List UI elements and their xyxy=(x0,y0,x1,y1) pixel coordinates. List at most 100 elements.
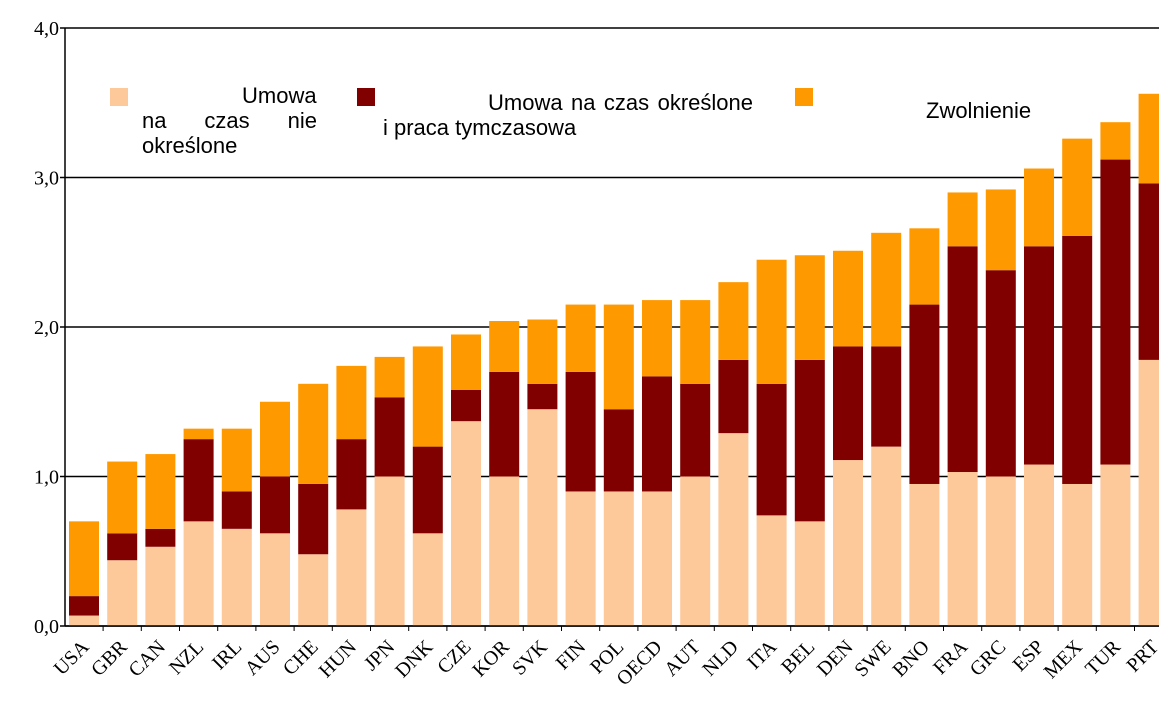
x-tick-label: DNK xyxy=(391,636,438,683)
bar-segment xyxy=(298,554,329,626)
bar-segment xyxy=(833,346,863,461)
bar-segment xyxy=(183,439,214,522)
bar-segment xyxy=(642,300,672,377)
bar-segment xyxy=(871,446,902,626)
bar-segment xyxy=(756,259,787,384)
bar-segment xyxy=(756,515,787,626)
x-tick-label: DEN xyxy=(813,636,858,681)
bar-segment xyxy=(145,546,176,626)
x-tick-label: ITA xyxy=(743,636,781,674)
x-tick-label: NZL xyxy=(165,636,208,679)
bar-segment xyxy=(1100,464,1131,626)
bar-segment xyxy=(718,433,749,626)
bar-segment xyxy=(145,528,176,547)
x-tick-label: GBR xyxy=(87,636,132,681)
bar-segment xyxy=(1100,122,1131,160)
x-tick-label: AUT xyxy=(660,636,705,681)
x-tick-label: BNO xyxy=(889,636,934,681)
x-tick-label: SVK xyxy=(508,636,552,680)
bar-segment xyxy=(871,232,902,347)
bar-segment xyxy=(221,491,252,529)
bar-segment xyxy=(69,521,99,597)
x-tick-label: BEL xyxy=(777,636,819,678)
bar-segment xyxy=(565,304,596,372)
bar-segment xyxy=(298,483,329,555)
bar-segment xyxy=(451,421,481,626)
x-tick-label: USA xyxy=(50,636,94,680)
bar-segment xyxy=(909,304,940,484)
bar-segment xyxy=(183,521,214,626)
bar-segment xyxy=(107,560,138,626)
bar-segment xyxy=(680,476,711,626)
bar-segment xyxy=(794,255,825,360)
bar-segment xyxy=(374,476,405,626)
x-tick-label: CAN xyxy=(125,636,170,681)
bar-segment xyxy=(107,533,138,561)
bar-segment xyxy=(985,270,1016,477)
y-tick-label: 1,0 xyxy=(34,467,59,489)
x-tick-label: NLD xyxy=(698,636,743,681)
legend-swatch xyxy=(110,88,128,106)
bar-segment xyxy=(642,376,672,492)
bar-segment xyxy=(527,383,558,410)
bar-segment xyxy=(412,533,443,626)
bar-segment xyxy=(183,428,214,440)
bar-segment xyxy=(718,359,749,434)
bar-segment xyxy=(221,528,252,626)
bar-segment xyxy=(489,321,520,372)
bar-segment xyxy=(603,409,634,492)
bar-segment xyxy=(603,304,634,410)
bar-segment xyxy=(451,389,481,422)
bar-segment xyxy=(374,397,405,477)
x-tick-label: KOR xyxy=(468,636,514,682)
bar-segment xyxy=(565,491,596,626)
x-tick-label: FIN xyxy=(552,636,590,674)
bar-segment xyxy=(909,228,940,305)
y-tick-label: 4,0 xyxy=(34,18,59,40)
x-tick-label: SWE xyxy=(850,636,895,681)
bar-segment xyxy=(336,439,367,510)
x-tick-label: HUN xyxy=(315,636,361,682)
legend-label: Umowa na czas określone i praca tymczaso… xyxy=(383,90,753,140)
bar-segment xyxy=(260,476,290,534)
bar-segment xyxy=(947,192,978,247)
bar-segment xyxy=(374,356,405,398)
bar-segment xyxy=(1138,183,1159,360)
bar-segment xyxy=(909,483,940,626)
bar-segment xyxy=(947,246,978,473)
bar-segment xyxy=(718,282,749,360)
bar-segment xyxy=(642,491,672,626)
legend-swatch xyxy=(357,88,375,106)
y-tick-label: 2,0 xyxy=(34,317,59,339)
bar-segment xyxy=(336,365,367,440)
x-tick-label: IRL xyxy=(208,636,246,674)
bar-segment xyxy=(947,472,978,626)
bar-segment xyxy=(794,359,825,522)
x-tick-label: TUR xyxy=(1081,636,1125,680)
bar-segment xyxy=(1138,359,1159,626)
bar-segment xyxy=(69,596,99,616)
bar-segment xyxy=(260,533,290,626)
x-tick-label: FRA xyxy=(929,636,972,679)
bar-segment xyxy=(412,446,443,534)
bar-segment xyxy=(833,250,863,347)
bar-segment xyxy=(145,454,176,529)
bar-segment xyxy=(527,319,558,384)
bar-segment xyxy=(1062,235,1093,484)
bar-segment xyxy=(985,189,1016,271)
bar-segment xyxy=(107,461,138,534)
x-tick-label: PRT xyxy=(1122,636,1159,677)
x-tick-label: GRC xyxy=(966,636,1011,681)
bar-segment xyxy=(260,401,290,477)
legend-label: Umowa na czas nie określone xyxy=(142,83,317,158)
bar-segment xyxy=(1024,464,1054,626)
bar-segment xyxy=(756,383,787,516)
x-tick-label: AUS xyxy=(241,636,285,680)
x-tick-label: CZE xyxy=(433,636,475,678)
legend-label: Zwolnienie xyxy=(926,98,1032,118)
bar-segment xyxy=(833,460,863,626)
legend-swatch xyxy=(795,88,813,106)
bar-segment xyxy=(1024,168,1054,247)
